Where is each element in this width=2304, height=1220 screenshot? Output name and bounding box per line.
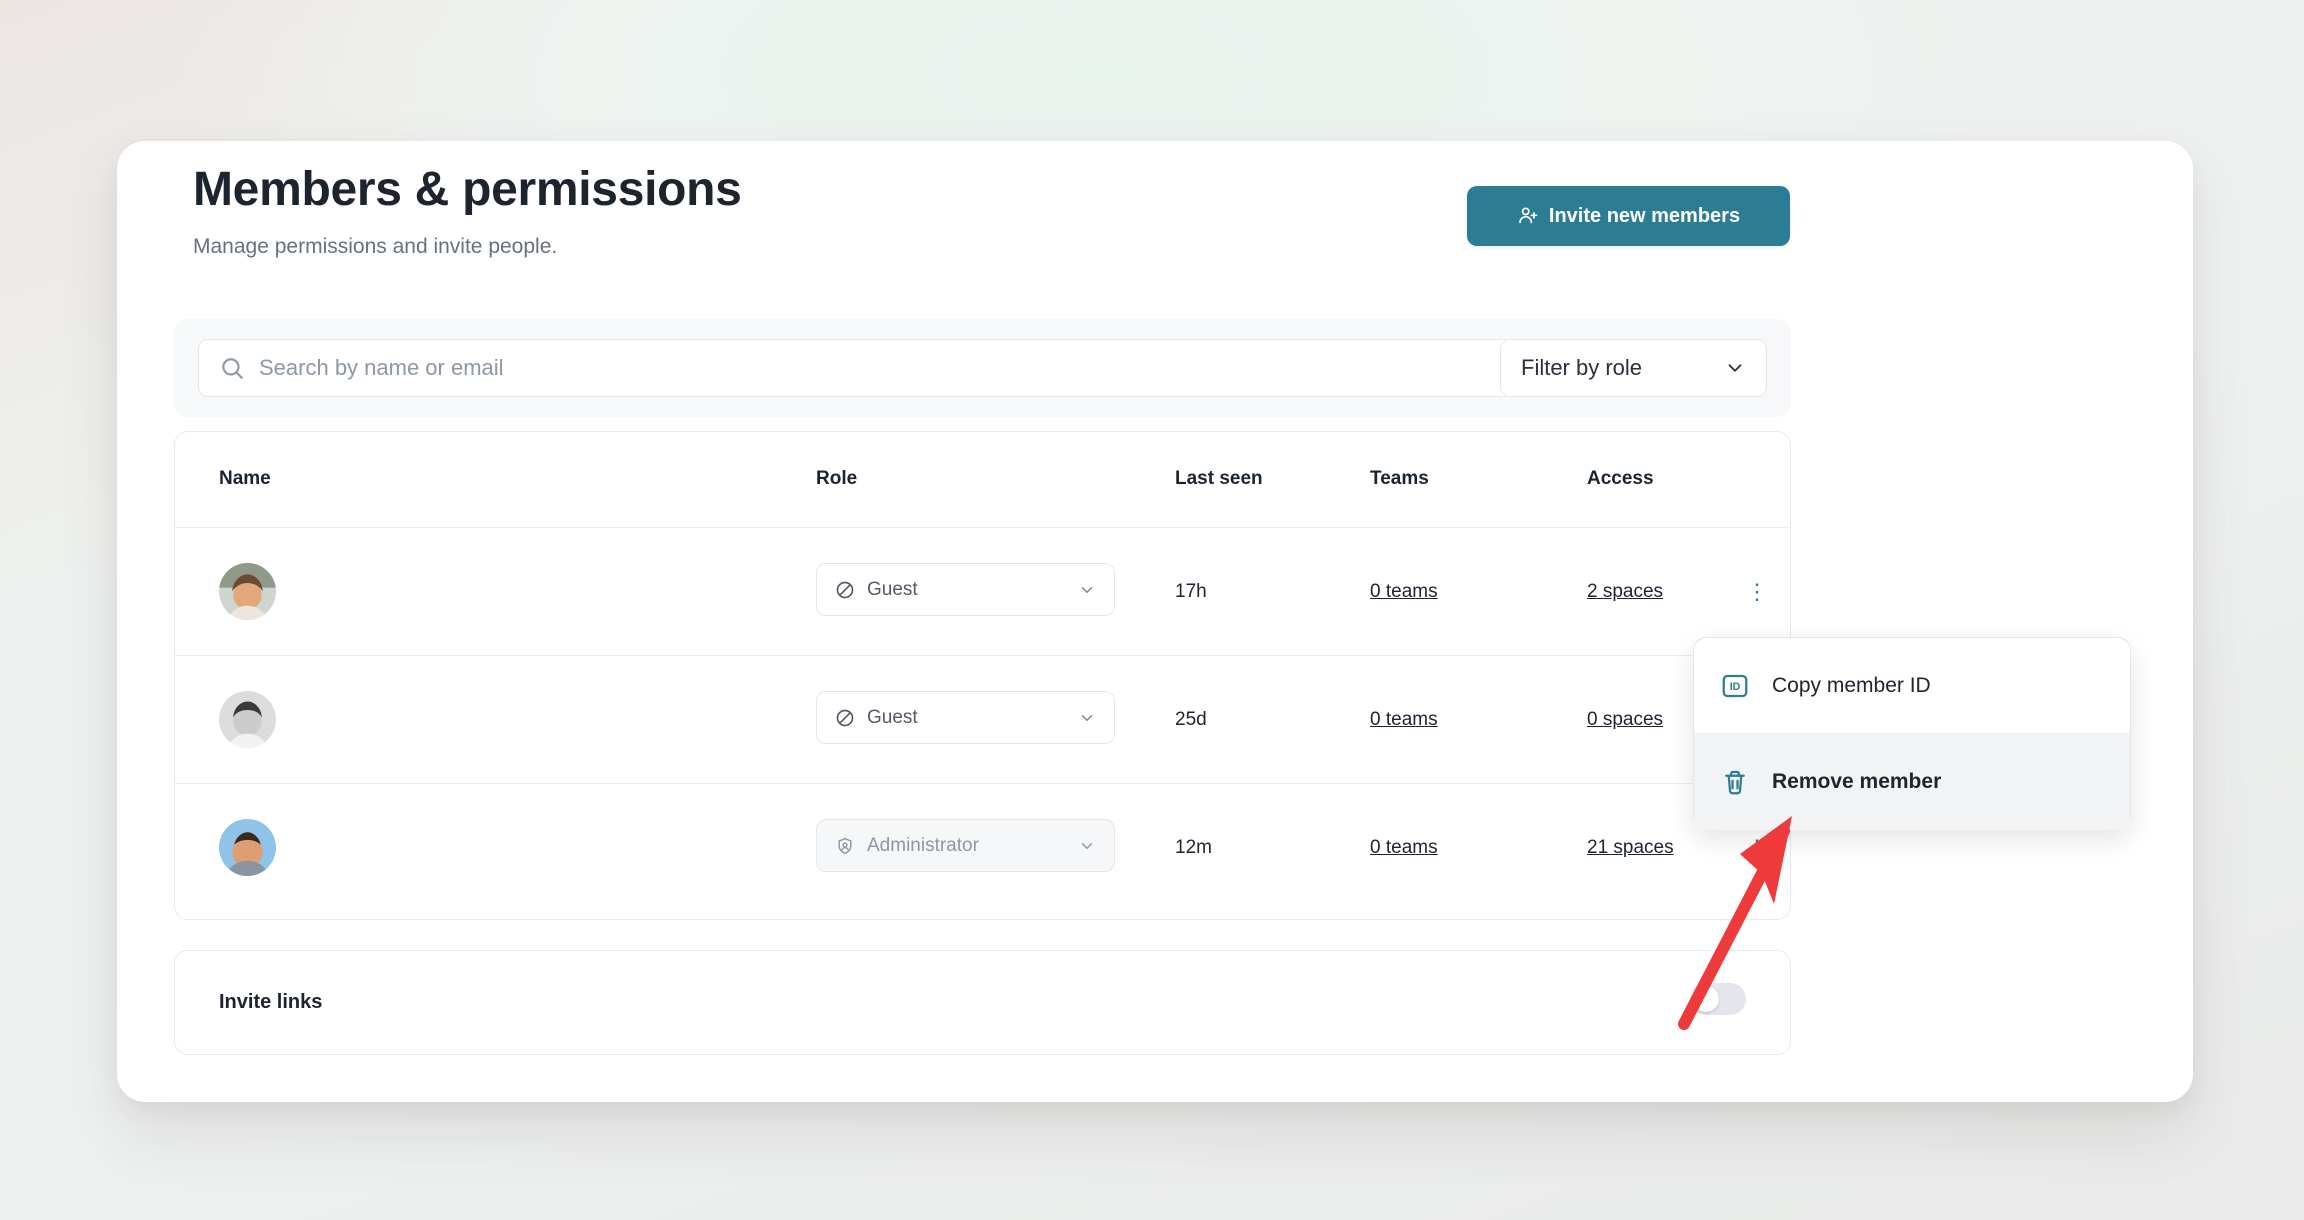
svg-text:ID: ID [1730,681,1741,693]
